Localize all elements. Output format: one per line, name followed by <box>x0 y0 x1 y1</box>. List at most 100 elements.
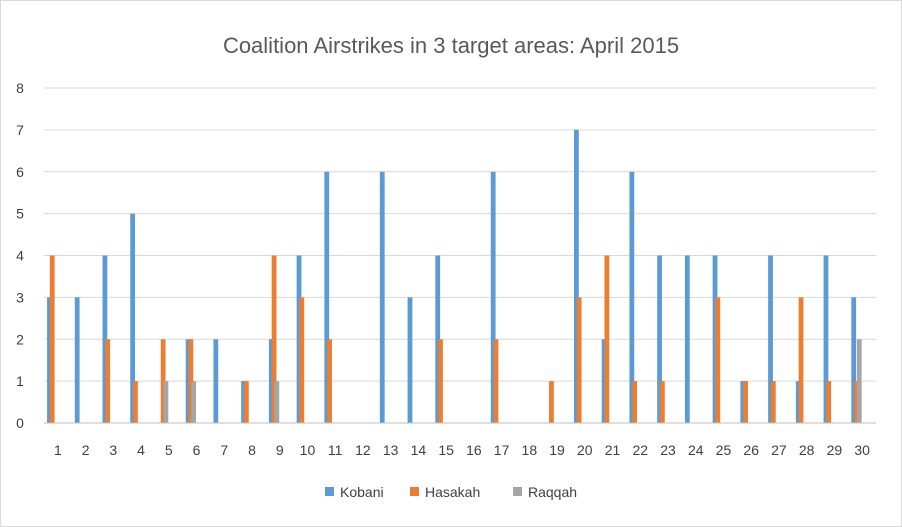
bar-hasakah-21 <box>604 255 610 423</box>
bar-hasakah-5 <box>160 339 166 423</box>
legend-label: Hasakah <box>425 484 480 500</box>
y-tick-label: 0 <box>16 415 24 431</box>
bar-hasakah-22 <box>632 381 638 424</box>
bar-hasakah-15 <box>438 339 443 423</box>
legend: Kobani Hasakah Raqqah <box>325 484 577 500</box>
bar-kobani-9 <box>268 339 274 423</box>
legend-swatch <box>325 487 334 496</box>
bar-raqqah-5 <box>163 381 169 424</box>
bar-kobani-10 <box>296 255 302 423</box>
x-tick-label: 29 <box>827 442 843 458</box>
bar-hasakah-20 <box>576 297 582 424</box>
bar-hasakah-28 <box>798 297 804 424</box>
bar-kobani-29 <box>823 255 829 423</box>
legend-swatch <box>410 487 419 496</box>
bar-hasakah-11 <box>327 339 332 423</box>
x-tick-label: 18 <box>522 442 538 458</box>
x-tick-label: 14 <box>411 442 427 458</box>
y-tick-label: 4 <box>16 248 24 264</box>
bar-hasakah-19 <box>549 381 554 424</box>
x-tick-label: 24 <box>688 442 704 458</box>
x-tick-label: 17 <box>494 442 510 458</box>
bar-hasakah-8 <box>243 381 249 424</box>
bar-hasakah-25 <box>715 297 721 424</box>
bar-kobani-6 <box>185 339 191 423</box>
bar-kobani-3 <box>102 255 108 423</box>
bar-kobani-11 <box>324 171 330 423</box>
x-tick-label: 7 <box>220 442 228 458</box>
x-tick-label: 21 <box>605 442 621 458</box>
bar-kobani-26 <box>740 381 746 424</box>
bar-raqqah-30 <box>856 339 862 423</box>
bars <box>47 129 862 424</box>
y-tick-label: 1 <box>16 373 24 389</box>
bar-hasakah-27 <box>770 381 776 424</box>
bar-hasakah-3 <box>105 339 111 423</box>
bar-kobani-28 <box>795 381 801 424</box>
x-tick-label: 27 <box>771 442 787 458</box>
x-tick-label: 19 <box>549 442 565 458</box>
x-tick-label: 1 <box>54 442 62 458</box>
bar-hasakah-29 <box>826 381 832 424</box>
x-tick-label: 2 <box>82 442 90 458</box>
x-tick-label: 8 <box>248 442 256 458</box>
x-tick-label: 12 <box>355 442 371 458</box>
bar-raqqah-6 <box>191 381 197 424</box>
legend-item-raqqah: Raqqah <box>513 484 577 500</box>
x-tick-label: 22 <box>632 442 648 458</box>
bar-kobani-8 <box>241 381 246 424</box>
bar-kobani-22 <box>629 171 635 423</box>
bar-kobani-30 <box>851 297 857 424</box>
bar-kobani-25 <box>712 255 718 423</box>
x-tick-label: 9 <box>276 442 284 458</box>
bar-hasakah-6 <box>188 339 194 423</box>
legend-item-kobani: Kobani <box>325 484 384 500</box>
x-tick-label: 23 <box>660 442 676 458</box>
bar-hasakah-26 <box>743 381 748 424</box>
legend-item-hasakah: Hasakah <box>410 484 480 500</box>
bar-kobani-4 <box>130 213 136 424</box>
x-tick-label: 13 <box>383 442 399 458</box>
bar-kobani-14 <box>407 297 413 424</box>
bar-hasakah-10 <box>299 297 305 424</box>
bar-kobani-21 <box>601 339 607 423</box>
bar-kobani-13 <box>379 171 385 423</box>
bar-kobani-23 <box>657 255 662 423</box>
bar-hasakah-30 <box>854 381 859 424</box>
x-tick-label: 26 <box>743 442 759 458</box>
x-tick-label: 28 <box>799 442 815 458</box>
bar-hasakah-17 <box>493 339 499 423</box>
bar-kobani-27 <box>768 255 773 423</box>
y-tick-label: 3 <box>16 289 24 305</box>
y-tick-label: 2 <box>16 331 24 347</box>
bar-kobani-17 <box>490 171 496 423</box>
bar-hasakah-23 <box>659 381 665 424</box>
x-tick-label: 30 <box>854 442 870 458</box>
bar-raqqah-9 <box>274 381 280 424</box>
x-tick-label: 3 <box>109 442 117 458</box>
legend-label: Raqqah <box>528 484 577 500</box>
bar-kobani-1 <box>47 297 52 424</box>
bar-hasakah-9 <box>271 255 277 423</box>
x-tick-label: 11 <box>328 442 343 458</box>
y-tick-label: 7 <box>16 122 24 138</box>
bar-kobani-20 <box>573 129 579 424</box>
x-tick-label: 6 <box>193 442 201 458</box>
x-tick-label: 4 <box>137 442 145 458</box>
x-tick-label: 15 <box>438 442 454 458</box>
legend-label: Kobani <box>340 484 384 500</box>
x-tick-label: 16 <box>466 442 482 458</box>
bar-kobani-24 <box>684 255 690 423</box>
legend-swatch <box>513 487 522 496</box>
y-tick-label: 6 <box>16 164 24 180</box>
x-tick-label: 20 <box>577 442 593 458</box>
gridlines <box>44 87 876 382</box>
x-tick-label: 25 <box>716 442 732 458</box>
bar-kobani-7 <box>213 339 219 423</box>
bar-kobani-15 <box>435 255 441 423</box>
bar-hasakah-4 <box>133 381 138 424</box>
y-tick-label: 5 <box>16 206 24 222</box>
